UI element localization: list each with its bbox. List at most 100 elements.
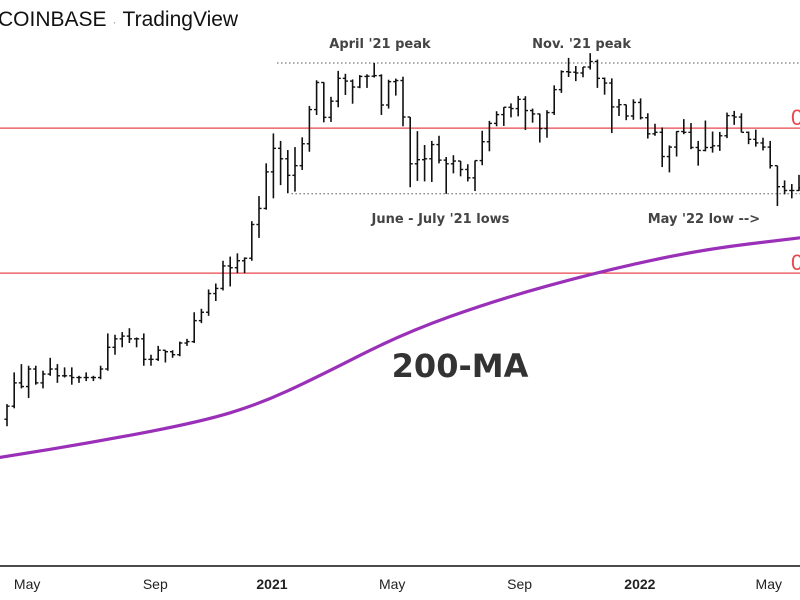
ohlc-bar bbox=[191, 312, 197, 344]
ohlc-bar bbox=[357, 75, 363, 89]
ohlc-bar bbox=[213, 283, 219, 301]
ohlc-bar bbox=[263, 163, 269, 210]
ohlc-bar bbox=[674, 130, 680, 157]
ohlc-bar bbox=[76, 375, 82, 383]
x-tick-label: Sep bbox=[507, 576, 532, 592]
ohlc-bar bbox=[321, 81, 327, 123]
ohlc-bar bbox=[623, 103, 629, 121]
ohlc-bar bbox=[371, 63, 377, 78]
chart-annotation: May '22 low --> bbox=[648, 212, 761, 227]
ohlc-bar bbox=[407, 116, 413, 188]
x-tick-label: May bbox=[756, 576, 782, 592]
ohlc-bar bbox=[90, 375, 96, 382]
ohlc-bar bbox=[659, 127, 665, 168]
ohlc-bar bbox=[594, 59, 600, 88]
ohlc-bar bbox=[69, 367, 75, 385]
ohlc-bar bbox=[11, 372, 17, 409]
ohlc-bar bbox=[789, 184, 795, 199]
ohlc-bar bbox=[681, 119, 687, 135]
ohlc-bar bbox=[141, 333, 147, 366]
ohlc-bar bbox=[494, 111, 500, 127]
chart-annotation: June - July '21 lows bbox=[370, 212, 509, 227]
ohlc-bar bbox=[342, 73, 348, 96]
ohlc-bar bbox=[18, 364, 24, 389]
ohlc-bar bbox=[414, 131, 420, 181]
ohlc-bar bbox=[580, 66, 586, 78]
ohlc-bar bbox=[256, 196, 262, 238]
ohlc-bar bbox=[328, 96, 334, 122]
x-tick-label: 2021 bbox=[256, 576, 287, 592]
ohlc-bar bbox=[688, 123, 694, 150]
ohlc-bar bbox=[98, 365, 104, 380]
ohlc-bar bbox=[378, 74, 384, 115]
ohlc-bar bbox=[134, 337, 140, 348]
ohlc-bar bbox=[782, 180, 788, 195]
ohlc-bar bbox=[767, 140, 773, 169]
ohlc-bar bbox=[278, 140, 284, 186]
ohlc-bar bbox=[162, 349, 168, 363]
ohlc-bar bbox=[285, 150, 291, 194]
ohlc-bar bbox=[170, 350, 176, 358]
ohlc-bar bbox=[112, 334, 118, 355]
level-label: 0 bbox=[791, 250, 800, 275]
ohlc-bar bbox=[54, 364, 60, 383]
ohlc-bar bbox=[731, 110, 737, 125]
ohlc-bar bbox=[695, 140, 701, 166]
ohlc-bar bbox=[306, 105, 312, 152]
ohlc-bar bbox=[40, 370, 46, 389]
ohlc-bar bbox=[350, 79, 356, 104]
ohlc-bar bbox=[62, 367, 68, 378]
ohlc-bar bbox=[515, 95, 521, 117]
ohlc-bar bbox=[234, 253, 240, 274]
ohlc-bar bbox=[508, 103, 514, 118]
ohlc-bar bbox=[270, 133, 276, 199]
ohlc-bar bbox=[530, 108, 536, 123]
ohlc-bar bbox=[292, 147, 298, 192]
ohlc-bar bbox=[544, 110, 550, 138]
ohlc-bar bbox=[177, 341, 183, 357]
ohlc-bar bbox=[198, 308, 204, 324]
ohlc-bar bbox=[465, 164, 471, 182]
ohlc-bar bbox=[724, 112, 730, 139]
ohlc-bar bbox=[652, 123, 658, 136]
ohlc-bar bbox=[184, 338, 190, 346]
ohlc-bar bbox=[206, 289, 212, 316]
ohlc-bar bbox=[105, 333, 111, 371]
ohlc-bar bbox=[386, 79, 392, 109]
ohlc-bar bbox=[472, 159, 478, 192]
chart-annotation: April '21 peak bbox=[329, 37, 431, 52]
ohlc-bar bbox=[551, 85, 557, 115]
ohlc-bar bbox=[458, 160, 464, 177]
ohlc-bar bbox=[573, 66, 579, 82]
ohlc-bar bbox=[710, 131, 716, 153]
ohlc-bar bbox=[738, 113, 744, 133]
ohlc-bar bbox=[4, 404, 10, 427]
ohlc-bar bbox=[429, 140, 435, 182]
chart-title: COINBASE · TradingView bbox=[0, 8, 239, 31]
ohlc-bar bbox=[436, 135, 442, 164]
ohlc-bar bbox=[220, 260, 226, 291]
ohlc-bar bbox=[126, 328, 132, 344]
ohlc-bar bbox=[616, 98, 622, 116]
ohlc-bar bbox=[587, 53, 593, 70]
ohlc-bar bbox=[148, 354, 154, 366]
ohlc-bar bbox=[537, 113, 543, 143]
ohlc-bar bbox=[666, 145, 672, 173]
ohlc-bar bbox=[630, 99, 636, 120]
exchange-name: COINBASE bbox=[0, 8, 107, 31]
x-tick-label: May bbox=[14, 576, 40, 592]
ohlc-bar bbox=[609, 78, 615, 134]
ohlc-bar bbox=[746, 131, 752, 145]
ohlc-bar bbox=[566, 57, 572, 77]
ohlc-bar bbox=[479, 130, 485, 166]
ohlc-bar bbox=[558, 70, 564, 93]
ohlc-bar bbox=[33, 365, 39, 385]
ohlc-bar bbox=[249, 221, 255, 261]
level-label: 0 bbox=[791, 105, 800, 130]
ohlc-bar bbox=[335, 70, 341, 108]
ohlc-bar bbox=[364, 74, 370, 88]
ohlc-bar bbox=[753, 129, 759, 147]
x-tick-label: Sep bbox=[143, 576, 168, 592]
ohlc-bar bbox=[450, 155, 456, 174]
